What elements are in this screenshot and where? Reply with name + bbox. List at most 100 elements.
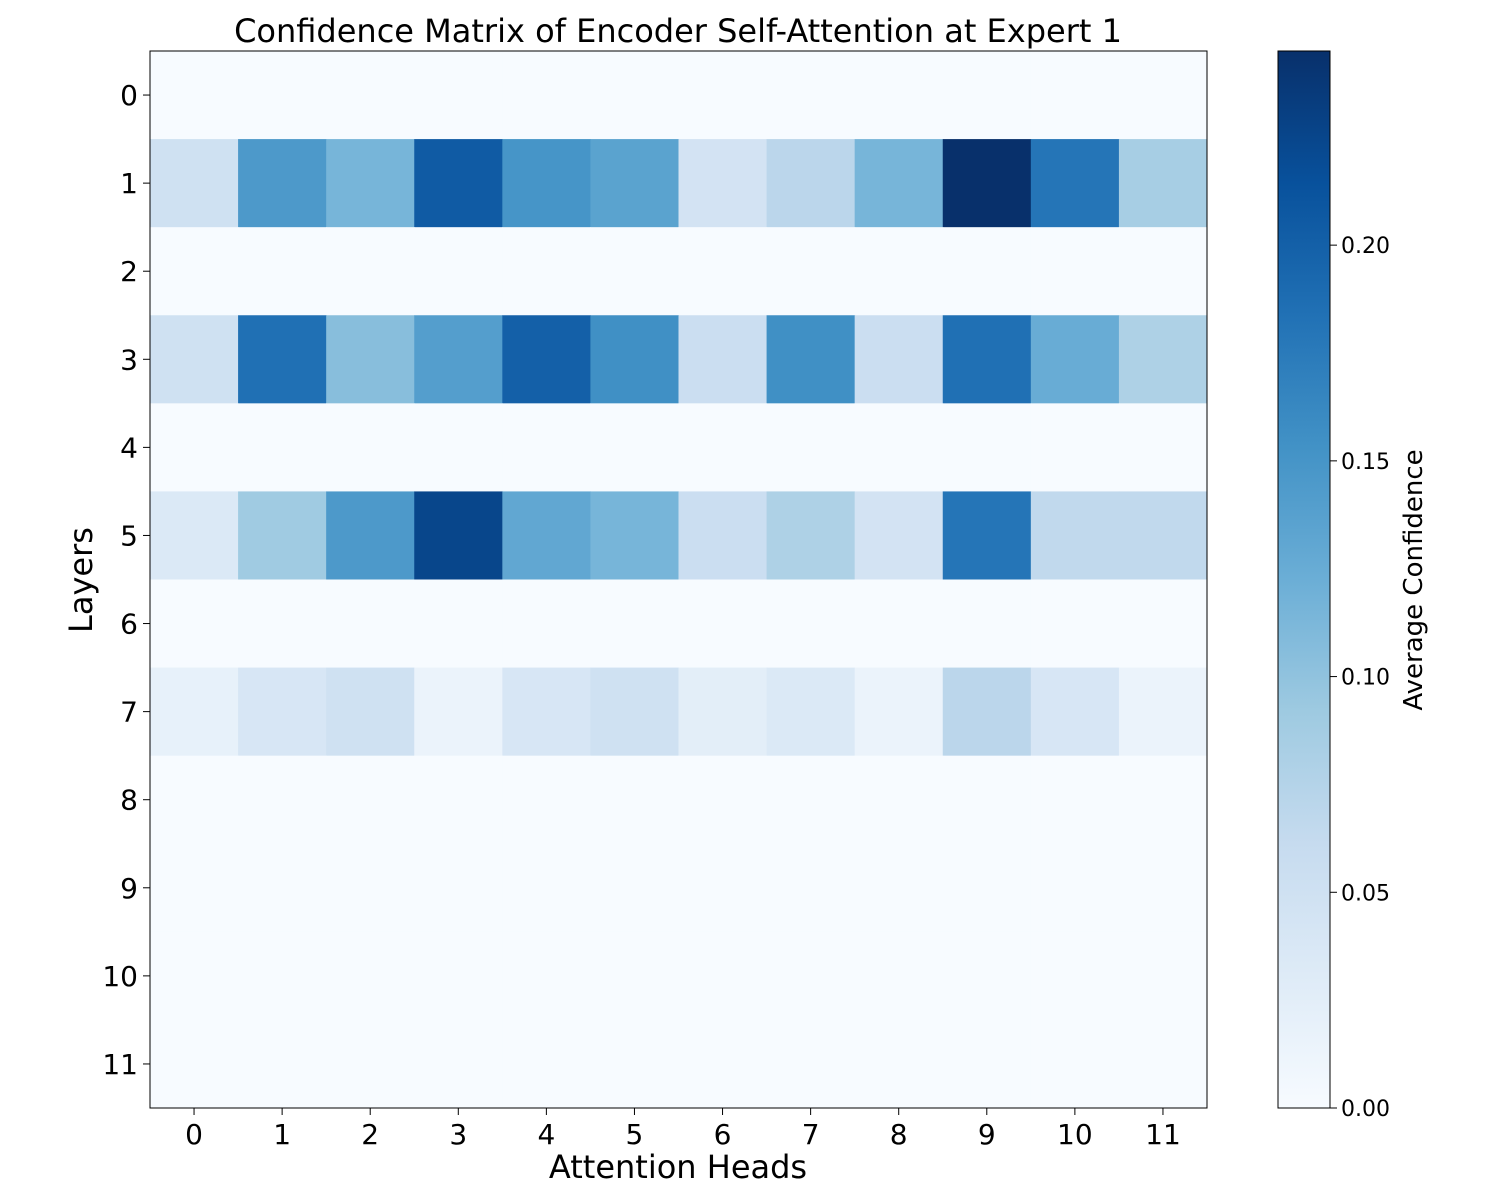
heatmap-cell bbox=[238, 1019, 327, 1109]
heatmap-cell bbox=[502, 227, 591, 316]
heatmap-cell bbox=[326, 843, 415, 933]
heatmap-cell bbox=[150, 931, 239, 1021]
heatmap-cell bbox=[766, 755, 856, 845]
heatmap-cell bbox=[1030, 755, 1120, 845]
colorbar-tick-label: 0.00 bbox=[1341, 1097, 1390, 1122]
heatmap-cell bbox=[238, 315, 327, 404]
heatmap-cell bbox=[502, 491, 591, 580]
heatmap-cell bbox=[766, 931, 856, 1021]
heatmap-cell bbox=[678, 843, 768, 933]
x-axis-label: Attention Heads bbox=[549, 1148, 807, 1186]
heatmap-cell bbox=[414, 491, 503, 580]
heatmap-cell bbox=[326, 579, 415, 669]
x-tick-label: 7 bbox=[802, 1118, 820, 1151]
heatmap-cell bbox=[150, 51, 239, 140]
heatmap-cell bbox=[414, 403, 503, 492]
heatmap-cell bbox=[238, 755, 327, 845]
heatmap-cell bbox=[238, 227, 327, 316]
heatmap-cell bbox=[942, 931, 1032, 1021]
x-tick-label: 0 bbox=[185, 1118, 203, 1151]
heatmap-cell bbox=[1118, 1019, 1208, 1109]
heatmap-cell bbox=[678, 755, 768, 845]
heatmap-cell bbox=[1118, 931, 1208, 1021]
y-tick-label: 5 bbox=[120, 519, 138, 552]
colorbar-tick-label: 0.05 bbox=[1341, 881, 1390, 906]
heatmap-cell bbox=[1118, 667, 1208, 757]
heatmap-cells bbox=[150, 51, 1208, 1109]
x-tick-label: 11 bbox=[1145, 1118, 1181, 1151]
heatmap-cell bbox=[766, 139, 856, 228]
heatmap-cell bbox=[502, 579, 591, 669]
colorbar bbox=[1277, 50, 1331, 1109]
heatmap-cell bbox=[150, 579, 239, 669]
heatmap-cell bbox=[1030, 227, 1120, 316]
heatmap-cell bbox=[1030, 1019, 1120, 1109]
y-axis-ticks: 0 1 2 3 4 5 6 7 8 9 10 11 bbox=[102, 79, 150, 1081]
x-tick-label: 8 bbox=[890, 1118, 908, 1151]
heatmap-cell bbox=[1118, 227, 1208, 316]
heatmap-cell bbox=[766, 51, 856, 140]
heatmap-cell bbox=[326, 755, 415, 845]
heatmap-cell bbox=[1030, 843, 1120, 933]
heatmap-cell bbox=[942, 755, 1032, 845]
colorbar-tick-label: 0.10 bbox=[1341, 666, 1390, 691]
y-tick-label: 0 bbox=[120, 79, 138, 112]
heatmap-cell bbox=[238, 579, 327, 669]
y-tick-label: 9 bbox=[120, 872, 138, 905]
heatmap-cell bbox=[854, 667, 944, 757]
heatmap-cell bbox=[766, 403, 856, 492]
heatmap-cell bbox=[678, 491, 768, 580]
heatmap-cell bbox=[502, 1019, 591, 1109]
heatmap-cell bbox=[942, 51, 1032, 140]
heatmap-cell bbox=[414, 315, 503, 404]
heatmap-cell bbox=[590, 491, 679, 580]
heatmap-cell bbox=[942, 579, 1032, 669]
heatmap-cell bbox=[502, 51, 591, 140]
heatmap-cell bbox=[854, 931, 944, 1021]
heatmap-cell bbox=[238, 139, 327, 228]
heatmap-cell bbox=[854, 139, 944, 228]
heatmap-cell bbox=[502, 139, 591, 228]
heatmap-cell bbox=[942, 139, 1032, 228]
heatmap-cell bbox=[854, 315, 944, 404]
heatmap-cell bbox=[590, 667, 679, 757]
chart-title: Confidence Matrix of Encoder Self-Attent… bbox=[234, 12, 1122, 50]
heatmap-cell bbox=[590, 51, 679, 140]
heatmap-cell bbox=[766, 667, 856, 757]
y-tick-label: 7 bbox=[120, 696, 138, 729]
heatmap-cell bbox=[590, 755, 679, 845]
plot-frame bbox=[149, 50, 1208, 1109]
heatmap-cell bbox=[1118, 491, 1208, 580]
heatmap-cell bbox=[854, 491, 944, 580]
y-tick-label: 11 bbox=[102, 1048, 138, 1081]
x-tick-label: 3 bbox=[449, 1118, 467, 1151]
heatmap-cell bbox=[590, 843, 679, 933]
heatmap-cell bbox=[326, 667, 415, 757]
y-tick-label: 4 bbox=[120, 431, 138, 464]
heatmap-cell bbox=[414, 755, 503, 845]
heatmap-cell bbox=[678, 667, 768, 757]
heatmap-cell bbox=[1030, 667, 1120, 757]
heatmap-cell bbox=[678, 315, 768, 404]
heatmap-cell bbox=[678, 1019, 768, 1109]
heatmap-cell bbox=[1030, 491, 1120, 580]
colorbar-ticks: 0.00 0.05 0.10 0.15 0.20 bbox=[1330, 234, 1390, 1122]
heatmap-cell bbox=[942, 315, 1032, 404]
heatmap-cell bbox=[1118, 139, 1208, 228]
heatmap-cell bbox=[1118, 315, 1208, 404]
heatmap-cell bbox=[678, 403, 768, 492]
heatmap-cell bbox=[766, 843, 856, 933]
heatmap-cell bbox=[238, 931, 327, 1021]
heatmap-cell bbox=[678, 51, 768, 140]
heatmap-cell bbox=[854, 51, 944, 140]
heatmap-cell bbox=[326, 1019, 415, 1109]
heatmap-cell bbox=[766, 579, 856, 669]
heatmap-cell bbox=[1118, 51, 1208, 140]
heatmap-cell bbox=[854, 755, 944, 845]
x-tick-label: 10 bbox=[1057, 1118, 1093, 1151]
heatmap-cell bbox=[150, 139, 239, 228]
heatmap-cell bbox=[590, 1019, 679, 1109]
heatmap-cell bbox=[150, 403, 239, 492]
heatmap-cell bbox=[942, 843, 1032, 933]
